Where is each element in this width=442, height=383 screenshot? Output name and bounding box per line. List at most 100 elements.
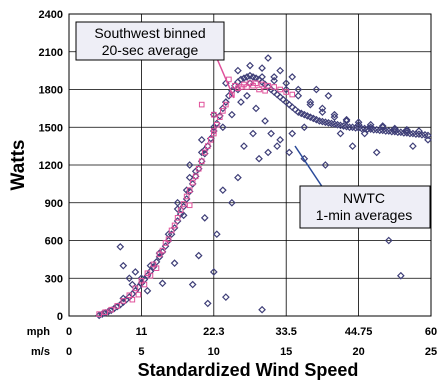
nwtc-point <box>225 91 233 100</box>
nwtc-point <box>330 113 339 122</box>
nwtc-point <box>424 131 432 140</box>
x-tick-label-mph: 22.3 <box>203 326 224 338</box>
nwtc-label-line1: NWTC <box>343 190 385 206</box>
y-tick-label: 2400 <box>39 9 63 21</box>
nwtc-point <box>261 117 269 125</box>
nwtc-point <box>197 135 206 144</box>
nwtc-point <box>424 135 432 144</box>
y-tick-label: 600 <box>45 236 63 248</box>
x-axis-title: Standardized Wind Speed <box>138 360 359 380</box>
x-tick-label-mph: 0 <box>66 326 72 338</box>
nwtc-point <box>212 230 221 239</box>
southwest-point <box>265 82 271 89</box>
nwtc-point <box>125 274 134 283</box>
nwtc-point <box>146 267 155 276</box>
nwtc-point <box>219 123 227 132</box>
southwest-label-box <box>75 21 225 61</box>
southwest-annotation: Southwest binned 20-sec average <box>75 21 235 99</box>
southwest-point <box>192 173 199 180</box>
nwtc-point <box>324 91 333 100</box>
southwest-point <box>207 137 214 143</box>
nwtc-point <box>282 85 291 94</box>
nwtc-point <box>273 142 281 150</box>
nwtc-point <box>182 186 191 195</box>
nwtc-point <box>188 280 197 289</box>
nwtc-point <box>237 98 245 106</box>
nwtc-point <box>312 85 321 94</box>
nwtc-point <box>246 61 254 70</box>
southwest-point <box>289 91 296 98</box>
x-tick-label-ms: 15 <box>280 346 292 358</box>
nwtc-point <box>378 122 387 130</box>
nwtc-point <box>372 148 381 157</box>
nwtc-point <box>237 75 245 84</box>
nwtc-point <box>137 274 146 283</box>
southwest-point <box>238 84 244 90</box>
nwtc-annotation: NWTC 1-min averages <box>294 145 431 229</box>
southwest-point <box>186 187 193 193</box>
southwest-point <box>201 149 208 156</box>
nwtc-point <box>104 307 113 316</box>
southwest-point <box>162 240 169 246</box>
y-axis-title: Watts <box>8 139 29 190</box>
x-tick-label-ms: 25 <box>425 346 437 358</box>
y-tick-label: 1500 <box>39 122 63 134</box>
southwest-point <box>96 311 102 317</box>
southwest-point <box>189 179 196 186</box>
southwest-point <box>271 84 277 90</box>
southwest-point <box>250 82 256 89</box>
nwtc-point <box>270 73 278 81</box>
southwest-point <box>283 89 289 95</box>
nwtc-point <box>249 129 257 138</box>
nwtc-point <box>143 286 152 295</box>
southwest-point <box>126 292 133 299</box>
nwtc-point <box>270 76 278 85</box>
nwtc-point <box>318 108 327 116</box>
nwtc-point <box>294 91 303 100</box>
nwtc-point <box>288 129 297 138</box>
nwtc-point <box>222 293 230 301</box>
nwtc-point <box>415 127 423 135</box>
nwtc-point <box>185 173 194 182</box>
grid <box>69 14 431 316</box>
y-tick-label: 900 <box>45 198 63 210</box>
tick-labels: 0300600900120015001800210024000011522.31… <box>27 9 437 358</box>
southwest-point <box>165 236 172 243</box>
nwtc-point <box>342 115 351 124</box>
nwtc-point <box>131 268 140 276</box>
nwtc-point <box>234 66 242 75</box>
nwtc-point <box>240 142 248 150</box>
x-tick-label-mph: 11 <box>136 326 148 338</box>
southwest-point <box>259 81 265 88</box>
southwest-point <box>132 285 139 292</box>
southwest-point <box>262 87 268 94</box>
southwest-point <box>214 121 220 128</box>
nwtc-point <box>243 91 251 100</box>
x-tick-label-ms: 10 <box>208 346 220 358</box>
nwtc-point <box>98 310 107 318</box>
southwest-point <box>211 130 217 137</box>
nwtc-point <box>363 125 372 133</box>
southwest-leader-line <box>214 53 235 99</box>
southwest-point <box>195 165 202 172</box>
southwest-point <box>138 277 145 284</box>
nwtc-label-box <box>299 185 431 229</box>
nwtc-point <box>252 104 260 113</box>
nwtc-point <box>396 271 405 280</box>
nwtc-point <box>378 123 387 132</box>
southwest-point <box>277 86 283 93</box>
nwtc-point <box>119 261 128 270</box>
southwest-point <box>156 251 163 258</box>
y-tick-label: 1200 <box>39 160 63 172</box>
southwest-point <box>153 265 160 271</box>
southwest-point <box>183 193 190 200</box>
southwest-point <box>150 261 157 268</box>
x-tick-label-ms: 5 <box>138 346 144 358</box>
southwest-point <box>147 272 154 279</box>
southwest-point <box>120 298 127 304</box>
series-southwest <box>96 76 296 317</box>
southwest-point <box>171 222 178 229</box>
x-tick-label-ms: 20 <box>352 346 364 358</box>
nwtc-point <box>228 198 236 207</box>
nwtc-point <box>306 100 315 109</box>
